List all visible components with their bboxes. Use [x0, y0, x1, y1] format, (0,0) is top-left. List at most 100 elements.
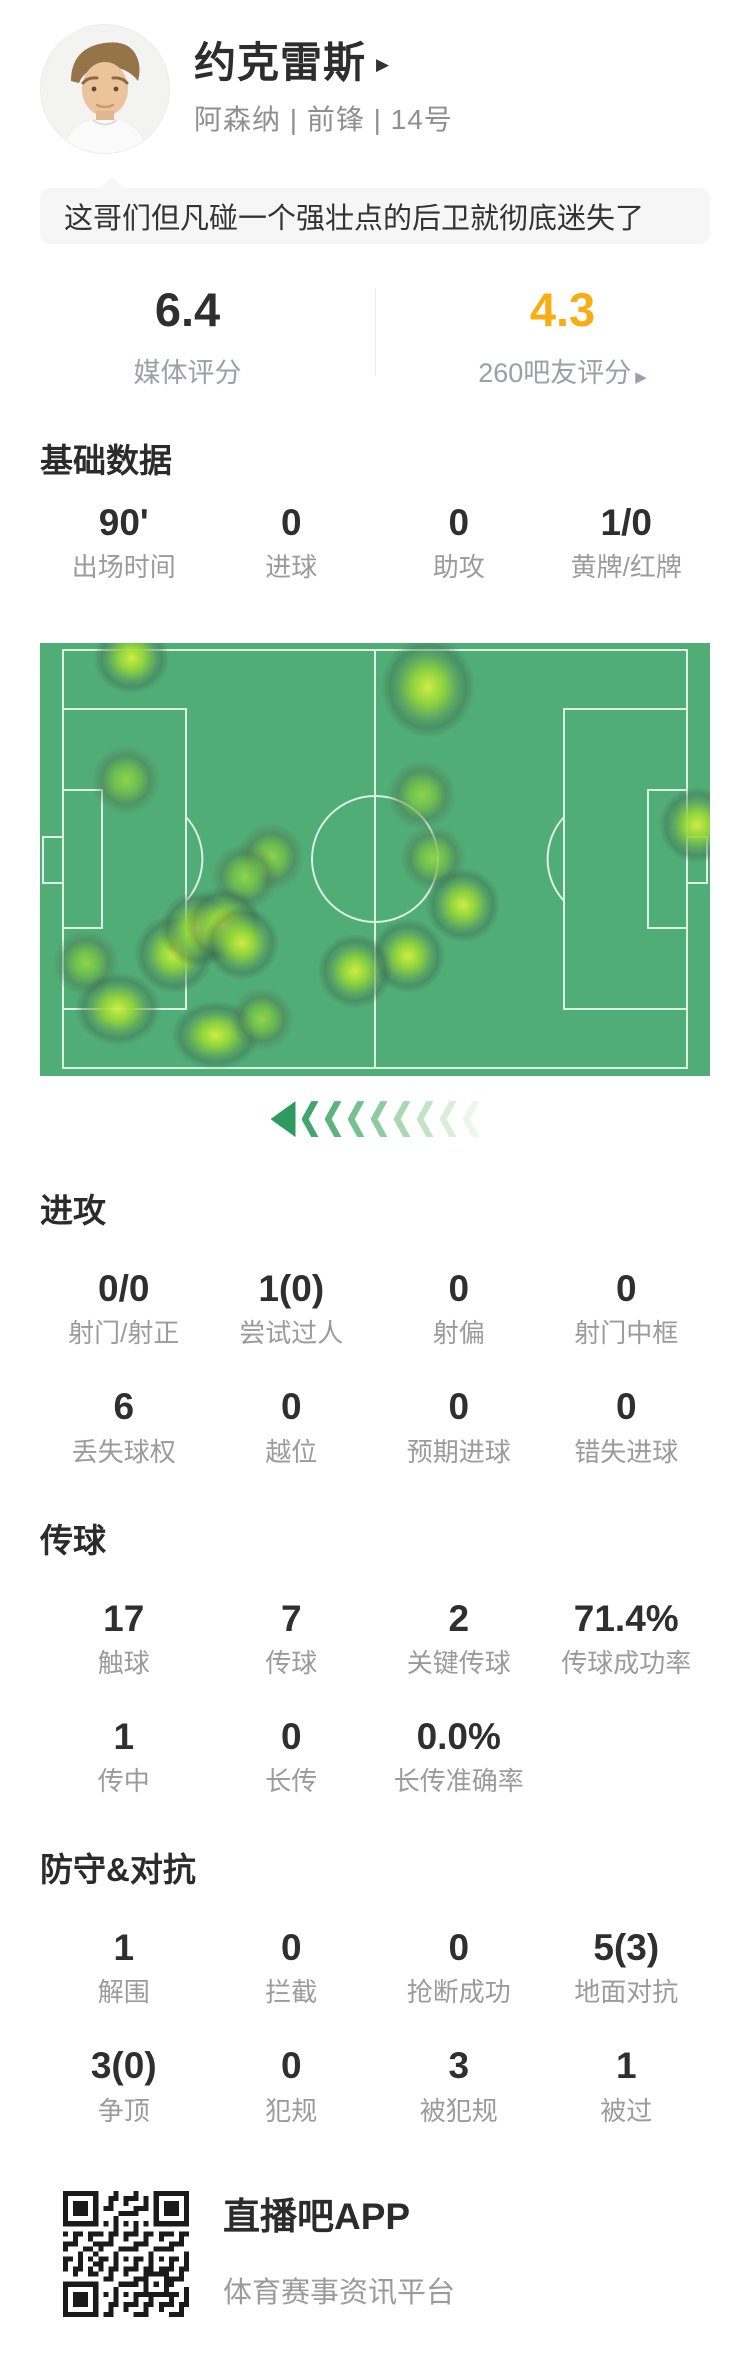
stat-label: 黄牌/红牌: [570, 552, 682, 583]
stat-label: 长传: [265, 1766, 318, 1797]
basic-data-section: 基础数据 90' 出场时间 0 进球 0 助攻 1/0 黄牌/红牌: [0, 440, 750, 583]
stat-label: 助攻: [432, 552, 485, 583]
stat-value: 0: [280, 501, 302, 543]
stat-value: 5(3): [593, 1926, 660, 1968]
stat-row: 1 传中 0 长传 0.0% 长传准确率: [40, 1715, 710, 1797]
stat-label: 长传准确率: [393, 1766, 524, 1797]
stat-sections: 进攻 0/0 射门/射正 1(0) 尝试过人 0 射偏 0 射门中框 6 丢失球权 0 越位 0 预期进球 0…: [0, 1190, 750, 2126]
app-name: 直播吧APP: [223, 2196, 411, 2238]
heat-spot: [308, 924, 402, 1019]
section-title: 进攻: [40, 1192, 106, 1230]
player-name-row[interactable]: 约克雷斯 ▶: [194, 39, 453, 86]
section-2: 传球 17 触球 7 传球 2 关键传球 71.4% 传球成功率 1 传中 0 长传 0.0% 长传准确率: [0, 1520, 750, 1797]
left-chevron-icon: [301, 1101, 319, 1138]
heat-spot: [369, 643, 487, 752]
left-chevron-icon: [393, 1101, 411, 1138]
player-header: 约克雷斯 ▶ 阿森纳 | 前锋 | 14号: [40, 0, 750, 154]
stat-label: 拦截: [265, 1977, 318, 2008]
section-0: 基础数据 90' 出场时间 0 进球 0 助攻 1/0 黄牌/红牌: [0, 440, 750, 583]
fans-rating-label-text: 260吧友评分: [478, 358, 632, 388]
stat-value: 1(0): [258, 1268, 325, 1310]
stat-label: 错失进球: [574, 1436, 679, 1467]
stat-cell: 0 错失进球: [543, 1385, 711, 1467]
stat-value: 0: [448, 1268, 470, 1310]
stat-label: 争顶: [97, 2095, 150, 2126]
stat-value: 1: [113, 1715, 135, 1757]
stat-label: 传球: [265, 1647, 318, 1678]
media-rating-value: 6.4: [154, 283, 221, 336]
stat-label: 射门中框: [574, 1318, 679, 1349]
fans-rating[interactable]: 4.3 260吧友评分 ▶: [375, 286, 750, 390]
stat-value: 90': [98, 501, 149, 543]
stat-cell: 7 传球: [208, 1597, 376, 1679]
stat-cell: 6 丢失球权: [40, 1385, 208, 1467]
stat-cell: 0/0 射门/射正: [40, 1267, 208, 1349]
stat-label: 解围: [97, 1977, 150, 2008]
stat-cell: 2 关键传球: [375, 1597, 543, 1679]
stat-label: 被过: [600, 2095, 653, 2126]
stat-cell: 1/0 黄牌/红牌: [543, 501, 711, 583]
stat-cell: 0 助攻: [375, 501, 543, 583]
stat-value: 0: [280, 1386, 302, 1428]
heatmap-pitch: [40, 643, 710, 1077]
heat-spot: [64, 963, 172, 1056]
stat-label: 射偏: [432, 1318, 485, 1349]
stat-value: 3(0): [90, 2045, 157, 2087]
stat-row: 0/0 射门/射正 1(0) 尝试过人 0 射偏 0 射门中框: [40, 1267, 710, 1349]
chevron-right-icon: ▶: [635, 369, 647, 386]
stat-value: 0: [280, 2045, 302, 2087]
stat-row: 6 丢失球权 0 越位 0 预期进球 0 错失进球: [40, 1385, 710, 1467]
stat-cell: 0 射门中框: [543, 1267, 711, 1349]
left-chevron-icon: [462, 1101, 480, 1138]
stat-row: 3(0) 争顶 0 犯规 3 被犯规 1 被过: [40, 2044, 710, 2126]
stat-value: 1/0: [600, 501, 652, 543]
fans-rating-value: 4.3: [529, 283, 596, 336]
player-info: 约克雷斯 ▶ 阿森纳 | 前锋 | 14号: [194, 39, 453, 138]
stat-label: 犯规: [265, 2095, 318, 2126]
stat-value: 0: [615, 1268, 637, 1310]
stat-value: 0: [280, 1715, 302, 1757]
stat-cell: 1(0) 尝试过人: [208, 1267, 376, 1349]
app-promo-footer[interactable]: 直播吧APP 体育赛事资讯平台: [63, 2190, 750, 2317]
stat-label: 传中: [97, 1766, 150, 1797]
stat-label: 进球: [265, 552, 318, 583]
stat-label: 越位: [265, 1436, 318, 1467]
left-chevron-icon: [324, 1101, 342, 1138]
stat-label: 触球: [97, 1647, 150, 1678]
stat-row: 1 解围 0 拦截 0 抢断成功 5(3) 地面对抗: [40, 1926, 710, 2008]
stat-cell: 0 长传: [208, 1715, 376, 1797]
app-tagline: 体育赛事资讯平台: [223, 2276, 456, 2309]
stat-value: 0: [448, 501, 470, 543]
stat-row: 90' 出场时间 0 进球 0 助攻 1/0 黄牌/红牌: [40, 501, 710, 583]
left-chevron-icon: [416, 1101, 434, 1138]
media-rating: 6.4 媒体评分: [0, 286, 375, 390]
stat-value: 0.0%: [416, 1715, 501, 1757]
player-avatar[interactable]: [40, 24, 170, 154]
stat-cell: 0 预期进球: [375, 1385, 543, 1467]
stat-value: 6: [113, 1386, 135, 1428]
stat-cell: 0 拦截: [208, 1926, 376, 2008]
section-1: 进攻 0/0 射门/射正 1(0) 尝试过人 0 射偏 0 射门中框 6 丢失球权 0 越位 0 预期进球 0…: [0, 1190, 750, 1467]
stat-value: 0: [280, 1926, 302, 1968]
hot-comment-banner[interactable]: 这哥们但凡碰一个强壮点的后卫就彻底迷失了: [40, 177, 710, 244]
ratings-divider: [375, 288, 376, 376]
stat-cell: 0 进球: [208, 501, 376, 583]
media-rating-label: 媒体评分: [133, 358, 242, 388]
chevron-right-icon: ▶: [376, 55, 390, 74]
stat-cell: 0.0% 长传准确率: [375, 1715, 543, 1797]
stat-label: 丢失球权: [71, 1436, 176, 1467]
stat-cell: 0 犯规: [208, 2044, 376, 2126]
stat-value: 71.4%: [573, 1597, 679, 1639]
stat-label: 出场时间: [71, 552, 176, 583]
stat-label: 尝试过人: [239, 1318, 344, 1349]
stat-value: 0: [615, 1386, 637, 1428]
qr-code-icon: [63, 2190, 189, 2317]
stat-cell: 1 被过: [543, 2044, 711, 2126]
stat-value: 17: [103, 1597, 145, 1639]
stat-label: 传球成功率: [561, 1647, 692, 1678]
stat-cell: 0 射偏: [375, 1267, 543, 1349]
stat-label: 地面对抗: [574, 1977, 679, 2008]
stat-cell: 1 解围: [40, 1926, 208, 2008]
section-title: 传球: [40, 1521, 106, 1559]
fans-rating-label: 260吧友评分 ▶: [375, 351, 750, 390]
